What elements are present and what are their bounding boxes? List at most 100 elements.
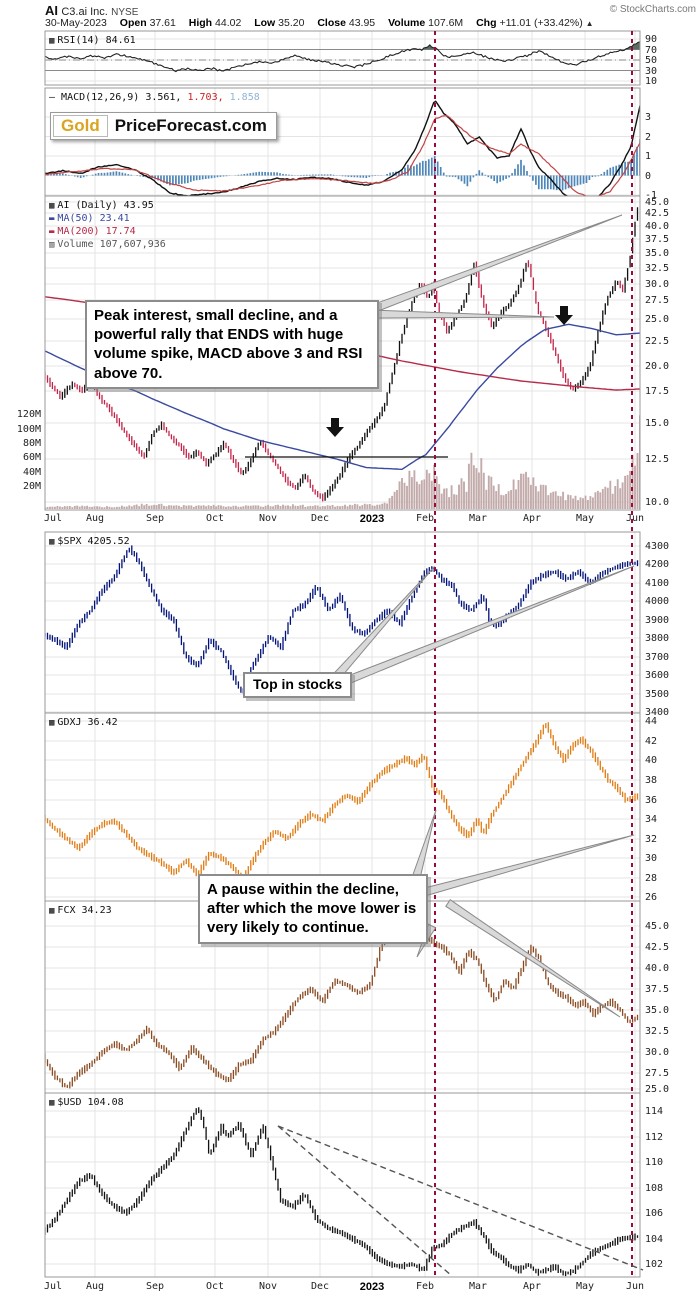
x-tick-label: May [575, 1281, 595, 1292]
y-tick-label: 42.5 [645, 208, 670, 219]
y-tick-label: 40.0 [645, 221, 670, 232]
y-tick-label: 2 [645, 131, 652, 143]
x-tick-label: Jun [625, 1281, 645, 1292]
y-tick-label: 114 [645, 1106, 664, 1117]
y-tick-label: 106 [645, 1208, 664, 1219]
x-tick-label: May [575, 513, 595, 524]
y-tick-label: 28 [645, 873, 658, 884]
ticker-symbol: AI [45, 3, 58, 18]
legend-spx: ▦ $SPX 4205.52 [49, 535, 130, 549]
y-tick-label: 3 [645, 112, 652, 123]
usd-trendline [277, 1125, 453, 1277]
chart-header: AI C3.ai Inc. NYSE [45, 3, 138, 18]
y-tick-label: 70 [645, 44, 658, 56]
y-tick-label: 30.0 [645, 279, 670, 290]
x-tick-label: Apr [522, 513, 542, 524]
y-tick-label: 3600 [645, 670, 670, 681]
legend-usd-text: $USD 104.08 [57, 1097, 124, 1108]
volume-axis-label: 60M [22, 452, 41, 463]
volume-axis-label: 20M [22, 481, 41, 492]
legend-spx-text: $SPX 4205.52 [57, 536, 130, 547]
quote-row: 30-May-2023 Open 37.61 High 44.02 Low 35… [45, 17, 594, 29]
y-tick-label: 44 [645, 716, 658, 727]
y-tick-label: 112 [645, 1132, 664, 1143]
x-tick-label: Mar [468, 513, 488, 524]
legend-gdxj: ▦ GDXJ 36.42 [49, 716, 118, 730]
legend-fcx: ▦ FCX 34.23 [49, 904, 112, 918]
x-tick-label: Jun [625, 513, 645, 524]
y-tick-label: 3400 [645, 707, 670, 718]
y-tick-label: 37.5 [645, 234, 670, 245]
legend-fcx-icon: ▦ [49, 906, 55, 916]
x-tick-label: Feb [415, 513, 435, 524]
legend-fcx-text: FCX 34.23 [57, 905, 112, 916]
change-value: +11.01 (+33.42%) [499, 17, 583, 29]
y-tick-label: 0 [645, 170, 652, 182]
y-tick-label: 20.0 [645, 361, 670, 372]
y-tick-label: 32 [645, 834, 658, 845]
x-tick-label: Sep [145, 513, 165, 524]
logo-site-label: PriceForecast.com [114, 116, 267, 135]
y-tick-label: 26 [645, 892, 658, 903]
x-tick-label: Nov [258, 1281, 278, 1292]
down-arrow-marker [555, 306, 573, 325]
stockcharts-watermark: © StockCharts.com [609, 4, 696, 15]
callout-arrow [445, 898, 621, 1018]
y-tick-label: 42 [645, 736, 658, 747]
exchange-label: NYSE [111, 7, 139, 18]
y-tick-label: 40 [645, 755, 658, 766]
y-tick-label: 45.0 [645, 197, 670, 208]
gold-priceforecast-logo: Gold PriceForecast.com [50, 112, 277, 140]
legend-usd: ▦ $USD 104.08 [49, 1096, 124, 1110]
legend-macd-part-1: 1.703, [187, 92, 230, 103]
y-tick-label: 22.5 [645, 336, 670, 347]
y-tick-label: 35.0 [645, 1005, 670, 1016]
legend-main-2-text: MA(200) 17.74 [57, 226, 136, 237]
x-tick-label: Feb [415, 1281, 435, 1292]
y-tick-label: 40.0 [645, 963, 670, 974]
legend-spx-icon: ▦ [49, 537, 55, 547]
x-tick-label: Oct [205, 513, 225, 524]
panel-gdxj [45, 713, 640, 901]
y-tick-label: 42.5 [645, 942, 670, 953]
macd-line-swatch: — [49, 92, 62, 103]
panel-usd [45, 1093, 640, 1277]
y-tick-label: 25.0 [645, 1084, 670, 1095]
y-tick-label: 37.5 [645, 984, 670, 995]
x-tick-label: Dec [310, 513, 330, 524]
y-tick-label: 4100 [645, 578, 670, 589]
y-tick-label: 1 [645, 151, 652, 162]
y-tick-label: 45.0 [645, 921, 670, 932]
legend-main-1-text: MA(50) 23.41 [57, 213, 130, 224]
low-value: 35.20 [278, 17, 305, 29]
legend-macd: — MACD(12,26,9) 3.561, 1.703, 1.858 [49, 91, 260, 104]
x-tick-label: Dec [310, 1281, 330, 1292]
callout-arrow [419, 834, 635, 898]
y-tick-label: 38 [645, 775, 658, 786]
x-tick-label: Sep [145, 1281, 165, 1292]
legend-gdxj-text: GDXJ 36.42 [57, 717, 118, 728]
x-tick-label: Jul [43, 513, 63, 524]
x-tick-label: 2023 [359, 1281, 385, 1293]
legend-main-3: ▥ Volume 107,607,936 [49, 238, 166, 252]
legend-main-0-icon: ▦ [49, 201, 55, 211]
legend-main-0: ▦ AI (Daily) 43.95 [49, 199, 154, 213]
y-tick-label: 35.0 [645, 248, 670, 259]
legend-macd-part-2: 1.858 [229, 92, 260, 103]
y-tick-label: 32.5 [645, 1026, 670, 1037]
legend-main-3-icon: ▥ [49, 240, 55, 250]
legend-macd-part-0: MACD(12,26,9) 3.561, [61, 92, 188, 103]
y-tick-label: 4000 [645, 596, 670, 607]
y-tick-label: 30 [645, 65, 658, 77]
y-tick-label: 10 [645, 76, 658, 87]
company-name: C3.ai Inc. [61, 6, 108, 18]
x-tick-label: Mar [468, 1281, 488, 1292]
y-tick-label: 17.5 [645, 386, 670, 397]
y-tick-label: 12.5 [645, 454, 670, 465]
callout-arrow [371, 309, 555, 319]
legend-main-3-text: Volume 107,607,936 [57, 239, 166, 250]
legend-rsi: ▦ RSI(14) 84.61 [49, 34, 136, 48]
y-tick-label: 10.0 [645, 497, 670, 508]
y-tick-label: 90 [645, 34, 658, 45]
x-tick-label: Apr [522, 1281, 542, 1292]
